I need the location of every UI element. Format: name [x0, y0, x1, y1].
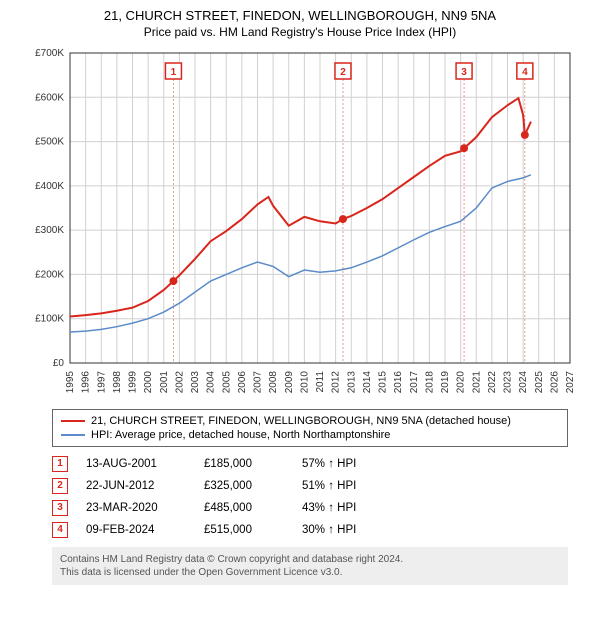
sale-price: £515,000 — [204, 524, 284, 536]
sale-marker-badge: 3 — [52, 500, 68, 516]
price-chart: £0 £100K £200K £300K £400K £500K £600K £700K 199… — [20, 43, 580, 403]
svg-text:2024: 2024 — [518, 370, 529, 393]
svg-text:2011: 2011 — [315, 370, 326, 392]
svg-text:1996: 1996 — [81, 370, 92, 393]
svg-text:2026: 2026 — [549, 370, 560, 393]
svg-text:2010: 2010 — [299, 370, 310, 393]
svg-text:£100K: £100K — [35, 314, 64, 325]
svg-text:2027: 2027 — [565, 370, 576, 393]
legend-label: 21, CHURCH STREET, FINEDON, WELLINGBOROU… — [91, 415, 511, 427]
svg-text:2012: 2012 — [331, 370, 342, 393]
legend-label: HPI: Average price, detached house, Nort… — [91, 429, 390, 441]
chart-title-line2: Price paid vs. HM Land Registry's House … — [12, 25, 588, 39]
sale-price: £185,000 — [204, 458, 284, 470]
sales-table: 1 13-AUG-2001 £185,000 57% ↑ HPI 2 22-JUN-201… — [52, 453, 568, 541]
svg-text:1998: 1998 — [112, 370, 123, 393]
sale-marker-badge: 1 — [52, 456, 68, 472]
footer-line1: Contains HM Land Registry data © Crown c… — [60, 553, 560, 566]
svg-text:2003: 2003 — [190, 370, 201, 393]
data-attribution: Contains HM Land Registry data © Crown c… — [52, 547, 568, 585]
svg-text:4: 4 — [522, 67, 528, 78]
svg-text:£600K: £600K — [35, 92, 64, 103]
legend-item: 21, CHURCH STREET, FINEDON, WELLINGBOROU… — [61, 414, 559, 428]
svg-text:3: 3 — [461, 67, 467, 78]
svg-text:2015: 2015 — [378, 370, 389, 393]
sale-date: 23-MAR-2020 — [86, 502, 186, 514]
svg-text:2009: 2009 — [284, 370, 295, 393]
svg-text:2007: 2007 — [253, 370, 264, 393]
svg-text:2020: 2020 — [456, 370, 467, 393]
svg-text:1: 1 — [171, 67, 177, 78]
svg-text:1995: 1995 — [65, 370, 76, 393]
svg-text:£500K: £500K — [35, 136, 64, 147]
sale-date: 09-FEB-2024 — [86, 524, 186, 536]
svg-text:1999: 1999 — [128, 370, 139, 393]
svg-text:2014: 2014 — [362, 370, 373, 393]
svg-text:2: 2 — [340, 67, 346, 78]
svg-text:2016: 2016 — [393, 370, 404, 393]
chart-title-line1: 21, CHURCH STREET, FINEDON, WELLINGBOROU… — [12, 8, 588, 25]
sale-date: 22-JUN-2012 — [86, 480, 186, 492]
sale-row: 2 22-JUN-2012 £325,000 51% ↑ HPI — [52, 475, 568, 497]
sale-price: £325,000 — [204, 480, 284, 492]
sale-hpi: 30% ↑ HPI — [302, 524, 392, 536]
svg-text:£300K: £300K — [35, 225, 64, 236]
svg-text:£400K: £400K — [35, 181, 64, 192]
sale-row: 1 13-AUG-2001 £185,000 57% ↑ HPI — [52, 453, 568, 475]
sale-row: 4 09-FEB-2024 £515,000 30% ↑ HPI — [52, 519, 568, 541]
svg-text:2023: 2023 — [503, 370, 514, 393]
legend-swatch — [61, 434, 85, 436]
svg-text:2022: 2022 — [487, 370, 498, 393]
sale-row: 3 23-MAR-2020 £485,000 43% ↑ HPI — [52, 497, 568, 519]
svg-text:2001: 2001 — [159, 370, 170, 393]
legend-swatch — [61, 420, 85, 422]
svg-text:2000: 2000 — [143, 370, 154, 393]
svg-text:2021: 2021 — [471, 370, 482, 393]
svg-text:2006: 2006 — [237, 370, 248, 393]
sale-marker-badge: 2 — [52, 478, 68, 494]
svg-text:£0: £0 — [53, 358, 65, 369]
svg-text:2013: 2013 — [346, 370, 357, 393]
svg-text:2018: 2018 — [424, 370, 435, 393]
svg-text:£700K: £700K — [35, 48, 64, 59]
svg-text:2017: 2017 — [409, 370, 420, 393]
sale-marker-badge: 4 — [52, 522, 68, 538]
chart-legend: 21, CHURCH STREET, FINEDON, WELLINGBOROU… — [52, 409, 568, 447]
sale-price: £485,000 — [204, 502, 284, 514]
svg-text:2019: 2019 — [440, 370, 451, 393]
sale-hpi: 43% ↑ HPI — [302, 502, 392, 514]
sale-date: 13-AUG-2001 — [86, 458, 186, 470]
sale-hpi: 51% ↑ HPI — [302, 480, 392, 492]
svg-text:1997: 1997 — [96, 370, 107, 393]
svg-text:2025: 2025 — [534, 370, 545, 393]
sale-hpi: 57% ↑ HPI — [302, 458, 392, 470]
legend-item: HPI: Average price, detached house, Nort… — [61, 428, 559, 442]
footer-line2: This data is licensed under the Open Gov… — [60, 566, 560, 579]
svg-text:2002: 2002 — [174, 370, 185, 393]
svg-text:2008: 2008 — [268, 370, 279, 393]
svg-text:2005: 2005 — [221, 370, 232, 393]
svg-text:£200K: £200K — [35, 269, 64, 280]
svg-text:2004: 2004 — [206, 370, 217, 393]
